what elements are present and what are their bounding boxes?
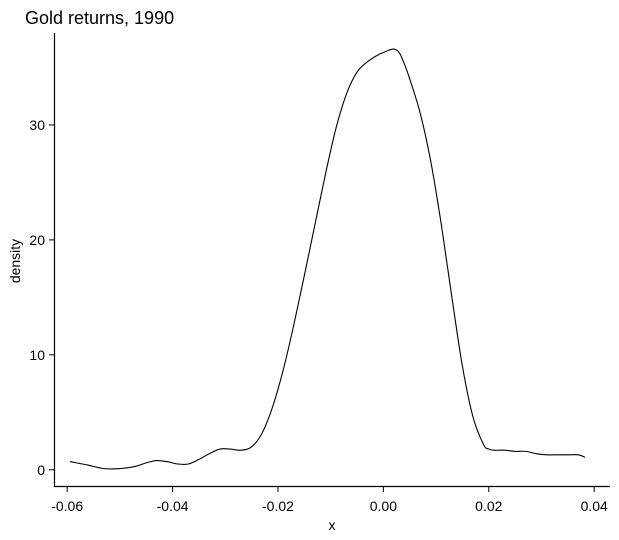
chart-title: Gold returns, 1990 <box>25 8 174 28</box>
x-tick-label: -0.02 <box>262 498 294 514</box>
x-ticks: -0.06 -0.04 -0.02 0.00 0.02 0.04 <box>51 487 608 514</box>
x-tick-label: -0.04 <box>157 498 189 514</box>
density-series-line <box>69 48 586 470</box>
y-axis-label: density <box>7 239 23 283</box>
x-tick-label: 0.00 <box>370 498 397 514</box>
y-tick-label: 30 <box>29 117 45 133</box>
y-tick-label: 20 <box>29 232 45 248</box>
y-tick-label: 10 <box>29 347 45 363</box>
y-tick-label: 0 <box>37 462 45 478</box>
x-tick-label: -0.06 <box>51 498 83 514</box>
x-tick-label: 0.02 <box>475 498 502 514</box>
x-axis-label: x <box>329 517 336 533</box>
y-ticks: 0 10 20 30 <box>29 117 54 478</box>
x-tick-label: 0.04 <box>581 498 608 514</box>
